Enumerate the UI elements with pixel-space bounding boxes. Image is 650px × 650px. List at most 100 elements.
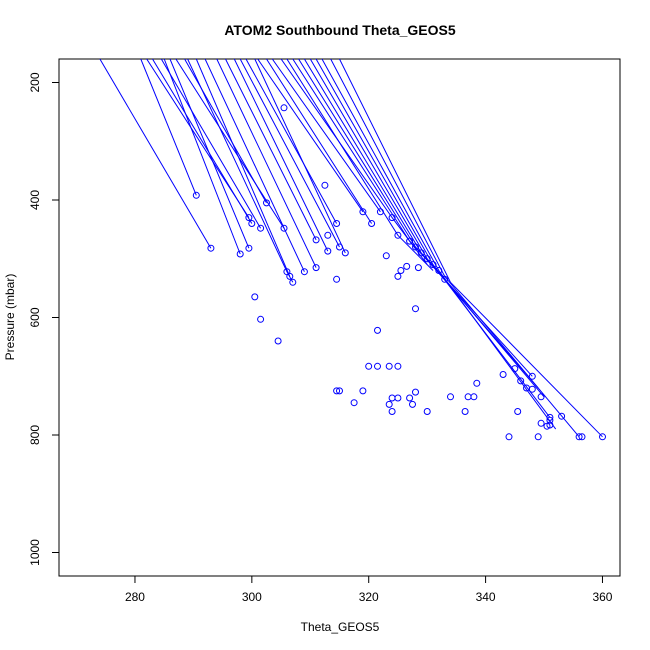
profile-line — [292, 59, 446, 280]
x-tick-label: 320 — [359, 590, 379, 604]
data-point — [388, 394, 396, 402]
data-point — [394, 394, 402, 402]
data-point — [251, 293, 259, 301]
profile-line — [225, 59, 317, 241]
data-point — [374, 362, 381, 370]
data-point — [543, 422, 551, 430]
data-point — [511, 365, 519, 373]
data-point — [350, 399, 358, 407]
data-point — [280, 224, 288, 232]
profile-line — [187, 59, 294, 283]
profile-line — [245, 59, 338, 224]
data-point — [374, 326, 381, 334]
data-point — [336, 243, 343, 251]
x-tick-label: 280 — [125, 590, 145, 604]
data-point — [192, 191, 200, 199]
data-point — [257, 224, 265, 232]
data-point — [409, 400, 416, 408]
data-point — [575, 433, 583, 441]
data-point — [517, 377, 525, 385]
profile-line — [152, 59, 253, 224]
data-point — [406, 394, 414, 402]
profile-line — [195, 59, 291, 277]
profile-line — [257, 59, 364, 213]
profile-line — [233, 59, 329, 252]
data-point — [394, 231, 402, 239]
data-point — [537, 393, 545, 401]
profile-line — [140, 59, 197, 196]
data-point — [324, 247, 332, 255]
profile-line — [204, 59, 305, 272]
profile-line — [160, 59, 262, 229]
x-axis: 280 300 320 340 360 — [125, 575, 613, 604]
y-tick-label: 600 — [28, 307, 42, 327]
data-point — [435, 267, 443, 274]
profile-line — [321, 59, 557, 430]
profile-line — [309, 59, 545, 398]
data-point — [397, 267, 405, 274]
data-point — [333, 387, 341, 395]
x-tick-label: 360 — [592, 590, 612, 604]
data-point — [461, 408, 469, 415]
data-point — [414, 264, 422, 272]
data-point — [388, 214, 396, 222]
data-point — [429, 261, 437, 269]
data-point — [289, 278, 297, 286]
x-tick-label: 340 — [476, 590, 496, 604]
data-point — [365, 362, 373, 370]
y-axis: 200 400 600 800 1000 — [28, 72, 60, 566]
chart-title: ATOM2 Southbound Theta_GEOS5 — [224, 22, 455, 38]
data-point — [470, 393, 478, 401]
data-point — [412, 388, 419, 396]
data-point — [423, 408, 431, 415]
data-point — [245, 244, 253, 252]
profile-line — [99, 59, 212, 249]
data-point — [423, 255, 431, 263]
data-point — [514, 408, 522, 415]
data-point — [528, 385, 536, 393]
profile-line — [303, 59, 539, 389]
profile-line — [266, 59, 373, 224]
data-point — [473, 379, 481, 387]
data-point — [341, 249, 349, 257]
data-point — [359, 208, 367, 216]
data-point — [280, 104, 288, 112]
y-tick-label: 200 — [28, 72, 42, 92]
profile-line — [163, 59, 241, 255]
y-tick-label: 800 — [28, 425, 42, 445]
data-point — [464, 393, 472, 401]
data-point — [505, 433, 513, 441]
data-point — [599, 433, 606, 441]
x-tick-label: 300 — [242, 590, 262, 604]
profile-line — [339, 59, 603, 438]
y-axis-label: Pressure (mbar) — [3, 274, 17, 361]
data-point — [333, 220, 341, 227]
data-point — [537, 419, 545, 427]
data-point — [382, 252, 390, 260]
profile-line — [254, 59, 346, 254]
data-point — [336, 387, 343, 395]
data-point — [248, 220, 256, 227]
profile-line — [271, 59, 381, 213]
data-point — [368, 220, 376, 227]
plot-frame — [58, 58, 621, 577]
data-point — [333, 275, 341, 283]
x-axis-label: Theta_GEOS5 — [301, 620, 380, 634]
data-point — [441, 275, 449, 283]
data-point — [394, 272, 402, 280]
data-point — [499, 371, 507, 378]
data-point — [385, 362, 393, 370]
data-point — [263, 199, 270, 207]
data-point — [394, 362, 402, 370]
data-point — [447, 393, 454, 401]
data-point — [321, 181, 329, 189]
data-point — [406, 237, 414, 245]
data-point — [236, 250, 244, 258]
data-point — [558, 412, 566, 420]
data-point — [312, 236, 320, 244]
profile-line — [216, 59, 317, 268]
profile-line — [169, 59, 250, 249]
y-tick-label: 400 — [28, 190, 42, 210]
plot-area — [99, 59, 606, 441]
